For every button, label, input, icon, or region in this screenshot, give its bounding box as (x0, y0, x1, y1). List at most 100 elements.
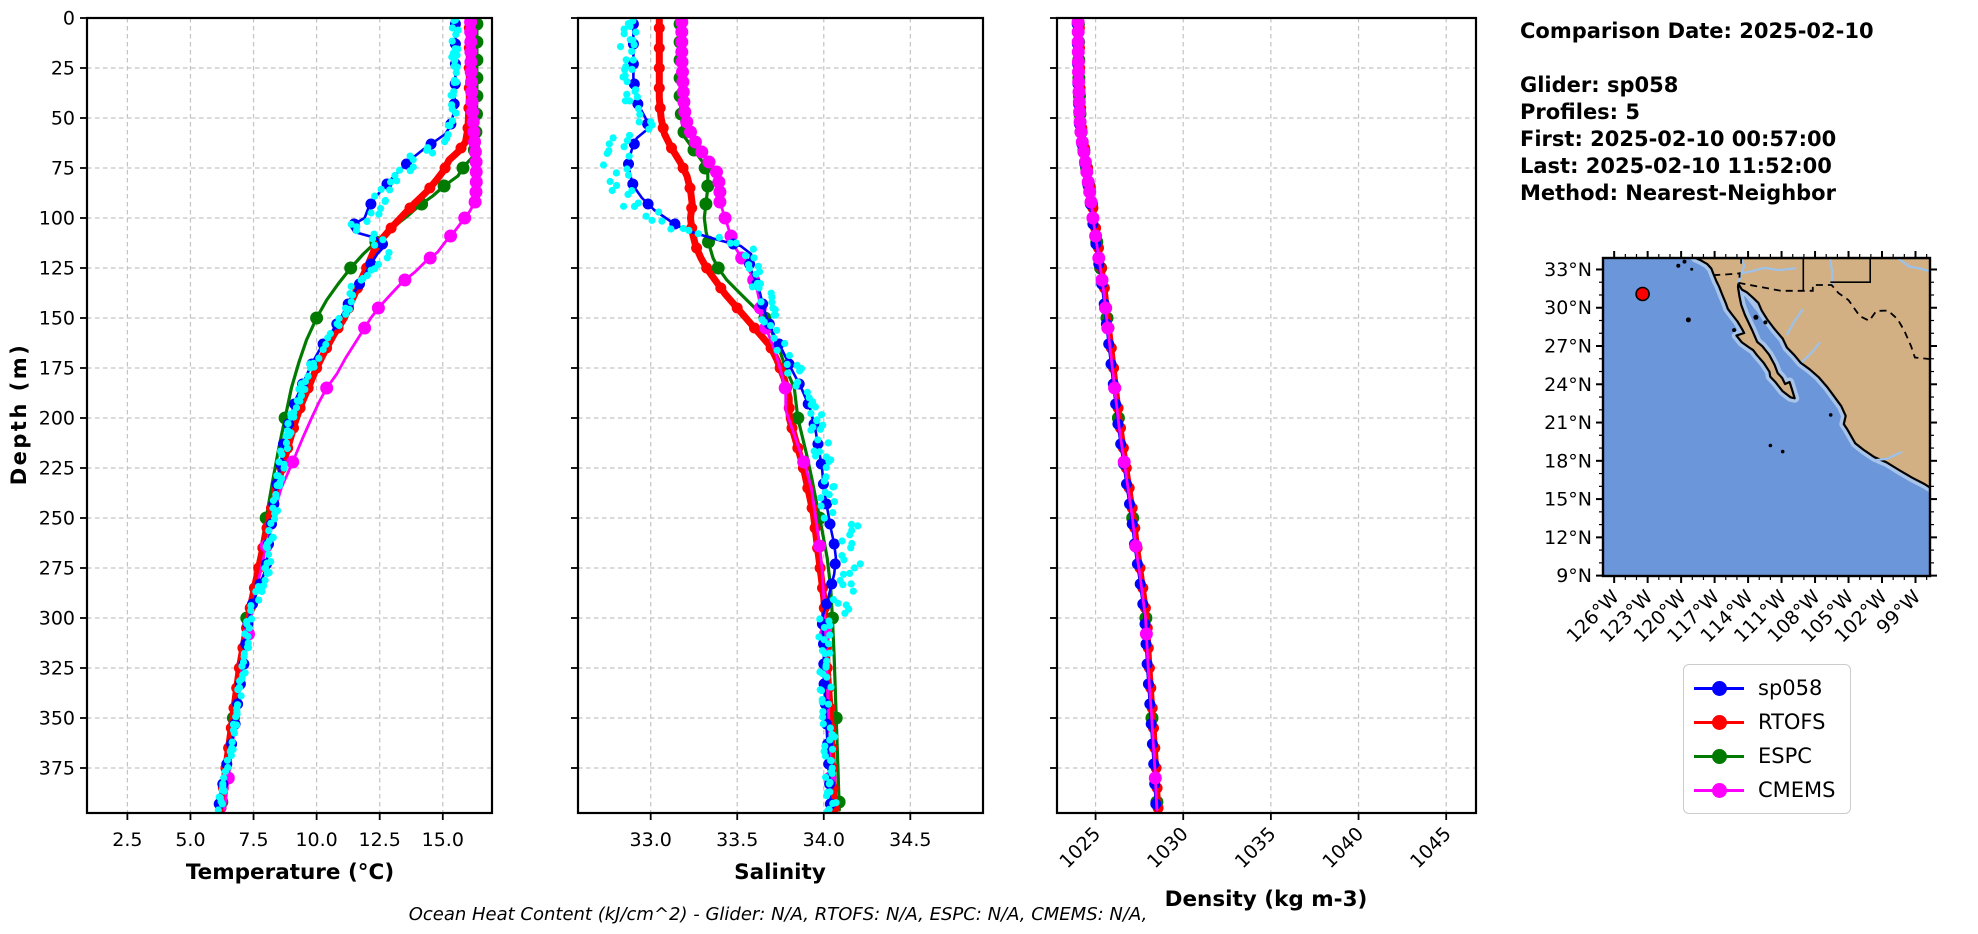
svg-text:225: 225 (39, 458, 75, 480)
method-text: Method: Nearest-Neighbor (1520, 181, 1836, 205)
svg-text:350: 350 (39, 708, 75, 730)
svg-text:34.0: 34.0 (803, 829, 845, 851)
salinity-frame (576, 16, 985, 815)
series-sp058-markers (213, 18, 461, 810)
map-frame (1601, 256, 1932, 578)
series-espc-line (678, 18, 841, 812)
svg-text:325: 325 (39, 658, 75, 680)
svg-text:7.5: 7.5 (238, 829, 268, 851)
density-x-axis: 1025 1030 1035 1040 1045 (1055, 813, 1456, 873)
us-mexico-border (1713, 272, 1930, 361)
rtofs-line-marker-icon (1694, 714, 1744, 730)
svg-text:21°N: 21°N (1544, 412, 1592, 434)
temperature-x-axis: 2.5 5.0 7.5 10.0 12.5 15.0 (112, 813, 464, 851)
svg-text:150: 150 (39, 308, 75, 330)
series-cmems-line (1076, 18, 1159, 812)
svg-text:24°N: 24°N (1544, 374, 1592, 396)
ocean-heat-content-note: Ocean Heat Content (kJ/cm^2) - Glider: N… (409, 904, 1148, 925)
land-area (1694, 258, 1930, 489)
salinity-y-axis (571, 17, 578, 769)
svg-text:100: 100 (39, 208, 75, 230)
svg-text:12.5: 12.5 (359, 829, 401, 851)
svg-text:5.0: 5.0 (175, 829, 205, 851)
svg-text:1025: 1025 (1055, 823, 1105, 873)
svg-text:275: 275 (39, 558, 75, 580)
legend-item-cmems: CMEMS (1694, 773, 1850, 807)
series-sp058-line (626, 18, 838, 812)
svg-text:25: 25 (51, 58, 75, 80)
temperature-grid (87, 17, 492, 813)
density-frame (1055, 16, 1478, 815)
svg-text:175: 175 (39, 358, 75, 380)
svg-text:27°N: 27°N (1544, 336, 1592, 358)
cmems-line-marker-icon (1694, 782, 1744, 798)
svg-text:250: 250 (39, 508, 75, 530)
legend: sp058 RTOFS ESPC CMEMS (1683, 664, 1851, 814)
svg-text:33.5: 33.5 (716, 829, 758, 851)
svg-text:125: 125 (39, 258, 75, 280)
location-map: 33°N30°N27°N24°N21°N18°N15°N12°N9°N126°W… (1544, 251, 1937, 647)
svg-text:375: 375 (39, 758, 75, 780)
comparison-date-text: Comparison Date: 2025-02-10 (1520, 19, 1874, 43)
svg-text:50: 50 (51, 108, 75, 130)
salinity-axis-title: Salinity (734, 860, 826, 885)
density-grid (1057, 17, 1476, 813)
svg-text:30°N: 30°N (1544, 297, 1592, 319)
series-espc-line (219, 18, 479, 812)
glider-name-text: Glider: sp058 (1520, 73, 1679, 97)
svg-text:12°N: 12°N (1544, 527, 1592, 549)
legend-label-rtofs: RTOFS (1758, 710, 1826, 734)
svg-text:2.5: 2.5 (112, 829, 142, 851)
svg-text:1040: 1040 (1318, 823, 1368, 873)
svg-text:200: 200 (39, 408, 75, 430)
map-content (1603, 258, 1930, 576)
espc-line-marker-icon (1694, 748, 1744, 764)
temperature-chart: 2.5 5.0 7.5 10.0 12.5 15.0 0 25 50 75 100 125 150 175… (39, 8, 494, 851)
density-series-group (1071, 18, 1164, 813)
svg-text:15.0: 15.0 (422, 829, 464, 851)
series-rtofs-line (217, 18, 473, 813)
glider-location-marker (1635, 286, 1650, 302)
sp058-line-marker-icon (1694, 680, 1744, 696)
legend-label-cmems: CMEMS (1758, 778, 1836, 802)
last-profile-time-text: Last: 2025-02-10 11:52:00 (1520, 154, 1832, 178)
salinity-x-axis: 33.0 33.5 34.0 34.5 (630, 813, 931, 851)
svg-text:18°N: 18°N (1544, 450, 1592, 472)
islands (1676, 259, 1833, 454)
svg-text:34.5: 34.5 (889, 829, 931, 851)
temperature-axis-title: Temperature (°C) (186, 860, 394, 885)
series-cmems-markers (221, 18, 483, 785)
svg-text:300: 300 (39, 608, 75, 630)
temperature-raw-scatter (214, 18, 462, 813)
legend-label-espc: ESPC (1758, 744, 1812, 768)
salinity-raw-scatter (599, 18, 864, 813)
comparison-info-block: Comparison Date: 2025-02-10 Glider: sp05… (1520, 18, 1960, 207)
svg-text:75: 75 (51, 158, 75, 180)
temperature-y-axis: 0 25 50 75 100 125 150 175 200 225 250 275 300 325 350… (39, 8, 87, 780)
svg-text:10.0: 10.0 (295, 829, 337, 851)
density-y-axis (1050, 17, 1057, 769)
depth-axis-label: Depth (m) (7, 343, 31, 486)
legend-label-sp058: sp058 (1758, 676, 1823, 700)
legend-item-rtofs: RTOFS (1694, 705, 1850, 739)
svg-text:15°N: 15°N (1544, 489, 1592, 511)
series-cmems-line (223, 18, 478, 812)
svg-text:1045: 1045 (1406, 823, 1456, 873)
legend-item-sp058: sp058 (1694, 671, 1850, 705)
profiles-count-text: Profiles: 5 (1520, 100, 1641, 124)
series-cmems-markers (1071, 18, 1162, 785)
legend-item-espc: ESPC (1694, 739, 1850, 773)
svg-text:33.0: 33.0 (630, 829, 672, 851)
rivers (1737, 258, 1930, 462)
temperature-frame (85, 16, 494, 815)
svg-text:9°N: 9°N (1556, 565, 1592, 587)
density-chart: 1025 1030 1035 1040 1045 (1050, 16, 1478, 873)
salinity-chart: 33.0 33.5 34.0 34.5 (571, 16, 985, 851)
svg-text:0: 0 (63, 8, 75, 30)
svg-text:33°N: 33°N (1544, 259, 1592, 281)
density-axis-title: Density (kg m-3) (1165, 887, 1368, 912)
first-profile-time-text: First: 2025-02-10 00:57:00 (1520, 127, 1837, 151)
map-ticks (1596, 251, 1937, 583)
